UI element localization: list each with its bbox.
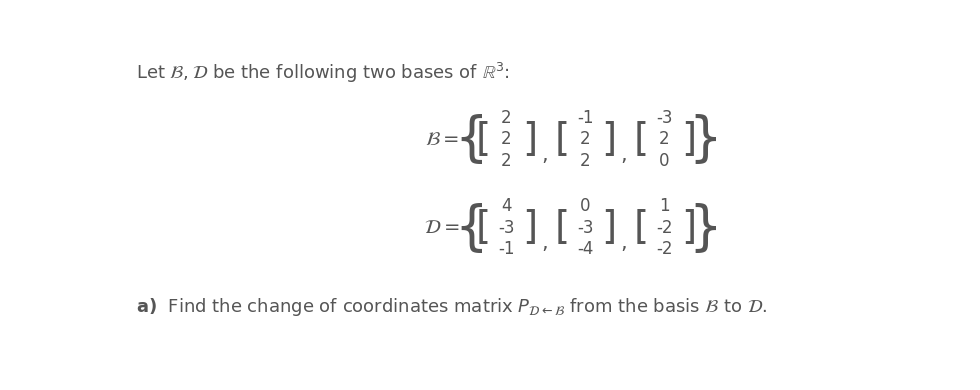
Text: ,: ,: [620, 145, 627, 165]
Text: $[$: $[$: [554, 208, 567, 247]
Text: $]$: $]$: [522, 208, 536, 247]
Text: $]$: $]$: [602, 120, 615, 159]
Text: 2: 2: [501, 152, 512, 170]
Text: -3: -3: [498, 219, 514, 237]
Text: -1: -1: [498, 240, 514, 258]
Text: $\}$: $\}$: [689, 112, 717, 166]
Text: $\mathcal{D} =$: $\mathcal{D} =$: [423, 218, 460, 237]
Text: Let $\mathcal{B}, \mathcal{D}$ be the following two bases of $\mathbb{R}^3$:: Let $\mathcal{B}, \mathcal{D}$ be the fo…: [136, 61, 511, 85]
Text: -2: -2: [656, 219, 672, 237]
Text: -4: -4: [577, 240, 593, 258]
Text: $[$: $[$: [633, 208, 646, 247]
Text: 2: 2: [580, 152, 591, 170]
Text: $[$: $[$: [554, 120, 567, 159]
Text: $[$: $[$: [474, 120, 488, 159]
Text: 0: 0: [659, 152, 669, 170]
Text: 1: 1: [659, 197, 669, 215]
Text: 2: 2: [580, 130, 591, 148]
Text: ,: ,: [542, 145, 548, 165]
Text: -3: -3: [656, 109, 672, 127]
Text: 2: 2: [501, 109, 512, 127]
Text: $\}$: $\}$: [689, 201, 717, 255]
Text: 4: 4: [501, 197, 512, 215]
Text: 2: 2: [659, 130, 669, 148]
Text: $[$: $[$: [633, 120, 646, 159]
Text: $[$: $[$: [474, 208, 488, 247]
Text: -2: -2: [656, 240, 672, 258]
Text: -1: -1: [577, 109, 594, 127]
Text: $]$: $]$: [680, 120, 695, 159]
Text: $\mathbf{a)}$  Find the change of coordinates matrix $P_{\mathcal{D}\leftarrow\m: $\mathbf{a)}$ Find the change of coordin…: [136, 296, 768, 318]
Text: -3: -3: [577, 219, 594, 237]
Text: 2: 2: [501, 130, 512, 148]
Text: $\{$: $\{$: [455, 112, 483, 166]
Text: ,: ,: [542, 233, 548, 253]
Text: $]$: $]$: [680, 208, 695, 247]
Text: $\{$: $\{$: [455, 201, 483, 255]
Text: $\mathcal{B} =$: $\mathcal{B} =$: [425, 130, 460, 149]
Text: 0: 0: [580, 197, 590, 215]
Text: ,: ,: [620, 233, 627, 253]
Text: $]$: $]$: [522, 120, 536, 159]
Text: $]$: $]$: [602, 208, 615, 247]
